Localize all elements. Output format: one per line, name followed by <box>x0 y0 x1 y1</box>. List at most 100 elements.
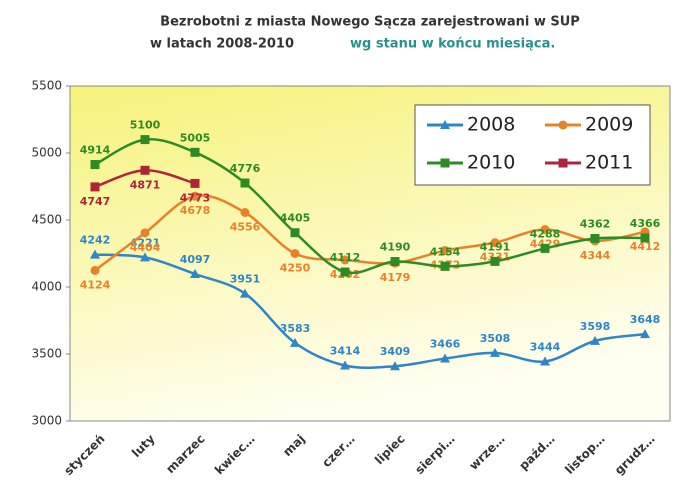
marker <box>240 288 250 298</box>
marker <box>590 335 600 345</box>
data-label: 4678 <box>180 204 211 217</box>
y-tick-label: 3000 <box>31 414 62 428</box>
marker <box>490 347 500 357</box>
data-label: 4288 <box>530 227 561 240</box>
data-label: 3466 <box>430 338 461 351</box>
marker <box>440 120 450 129</box>
data-label: 3951 <box>230 273 261 286</box>
legend-label: 2008 <box>467 114 515 136</box>
marker <box>240 178 250 188</box>
x-tick-label: maj <box>280 432 307 459</box>
x-tick-label: wrze… <box>466 432 507 473</box>
data-label: 4179 <box>380 271 411 284</box>
data-label: 4776 <box>230 162 261 175</box>
marker <box>558 120 568 130</box>
y-tick-label: 5500 <box>31 79 62 93</box>
chart-title: Bezrobotni z miasta Nowego Sącza zarejes… <box>160 15 580 30</box>
marker <box>490 256 500 266</box>
marker <box>140 135 150 145</box>
chart-subtitle-highlight: wg stanu w końcu miesiąca. <box>350 37 555 52</box>
x-tick-label: grudz… <box>612 432 658 478</box>
data-label: 3583 <box>280 322 311 335</box>
data-label: 4191 <box>480 240 511 253</box>
data-label: 4250 <box>280 262 311 275</box>
marker <box>540 356 550 366</box>
marker <box>440 158 450 168</box>
legend-box <box>414 104 651 186</box>
x-tick-label: sierpi… <box>412 432 457 477</box>
data-label: 4404 <box>130 241 161 254</box>
data-label: 4412 <box>630 240 661 253</box>
data-label: 4871 <box>130 178 161 191</box>
data-label: 4747 <box>80 195 111 208</box>
y-tick-label: 4000 <box>31 280 62 294</box>
legend-label: 2011 <box>585 152 633 174</box>
data-label: 3409 <box>380 345 411 358</box>
marker <box>190 269 200 279</box>
data-label: 3444 <box>530 341 561 354</box>
marker <box>540 243 550 253</box>
marker <box>540 225 550 235</box>
data-label: 4344 <box>580 249 611 262</box>
marker <box>290 249 300 258</box>
marker <box>190 147 200 157</box>
data-label: 3508 <box>480 332 511 345</box>
data-label: 4366 <box>630 217 661 230</box>
x-tick-label: luty <box>129 432 158 461</box>
x-tick-label: kwiec… <box>212 432 258 478</box>
series-line <box>94 253 646 370</box>
x-tick-label: styczeń <box>61 432 107 478</box>
marker <box>90 249 100 259</box>
marker <box>440 261 450 271</box>
marker <box>340 267 350 277</box>
marker <box>290 337 300 347</box>
marker <box>140 252 150 262</box>
marker <box>440 353 450 363</box>
x-tick-label: listop… <box>562 432 607 477</box>
marker <box>240 207 250 217</box>
legend-label: 2010 <box>467 152 515 174</box>
marker <box>90 160 100 170</box>
x-tick-label: lipiec <box>372 432 407 467</box>
marker <box>140 228 150 238</box>
marker <box>590 233 600 243</box>
marker <box>390 361 400 371</box>
data-label: 5100 <box>130 119 161 132</box>
y-tick-label: 3500 <box>31 347 62 361</box>
data-label: 4154 <box>430 245 461 258</box>
marker <box>140 165 150 175</box>
data-label: 4405 <box>280 212 311 225</box>
marker <box>340 255 350 265</box>
data-label: 4097 <box>180 253 211 266</box>
marker <box>190 191 200 201</box>
marker <box>640 233 650 243</box>
x-tick-label: czer… <box>319 432 357 470</box>
data-label: 4556 <box>230 220 261 233</box>
y-tick-label: 5000 <box>31 146 62 160</box>
data-label: 4112 <box>330 251 361 264</box>
y-tick-label: 4500 <box>31 213 62 227</box>
marker <box>390 257 400 267</box>
data-label: 3414 <box>330 345 361 358</box>
marker <box>440 246 450 256</box>
data-label: 4242 <box>80 234 111 247</box>
marker <box>490 238 500 248</box>
data-label: 3648 <box>630 313 661 326</box>
marker <box>290 228 300 238</box>
data-label: 4190 <box>380 241 411 254</box>
marker <box>640 329 650 339</box>
marker <box>558 158 568 168</box>
marker <box>190 178 200 188</box>
data-label: 5005 <box>180 131 211 144</box>
data-label: 4362 <box>580 217 611 230</box>
marker <box>340 360 350 370</box>
data-label: 4773 <box>180 191 211 204</box>
chart-subtitle: w latach 2008-2010 <box>150 37 294 52</box>
data-label: 3598 <box>580 320 611 333</box>
data-label: 4124 <box>80 278 111 291</box>
marker <box>90 265 100 275</box>
legend-label: 2009 <box>585 114 633 136</box>
marker <box>90 182 100 192</box>
x-tick-label: marzec <box>163 432 207 476</box>
